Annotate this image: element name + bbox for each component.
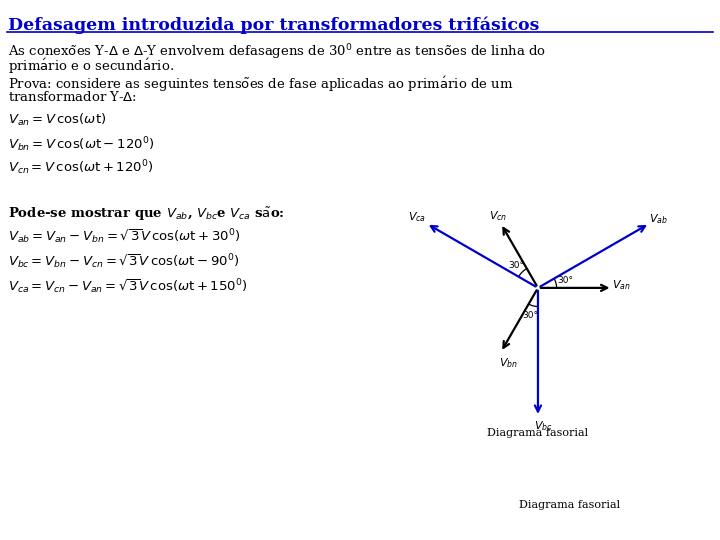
Text: $\mathit{V}_{ab}$: $\mathit{V}_{ab}$ bbox=[649, 212, 668, 226]
Text: prim$\'{\rm a}$rio e o secund$\'{\rm a}$rio.: prim$\'{\rm a}$rio e o secund$\'{\rm a}$… bbox=[8, 57, 174, 76]
Text: $\mathit{V}_{bn}$: $\mathit{V}_{bn}$ bbox=[499, 356, 518, 370]
Text: 30°: 30° bbox=[508, 261, 524, 270]
Text: $\mathit{V}_{an} = \mathit{V}\,\mathrm{cos}(\omega\mathrm{t})$: $\mathit{V}_{an} = \mathit{V}\,\mathrm{c… bbox=[8, 112, 107, 128]
Text: 30°: 30° bbox=[557, 276, 573, 285]
Text: $\mathit{V}_{ca} = \mathit{V}_{cn} - \mathit{V}_{an} = \sqrt{3}\mathit{V}\,\math: $\mathit{V}_{ca} = \mathit{V}_{cn} - \ma… bbox=[8, 278, 248, 296]
Text: 30°: 30° bbox=[523, 310, 539, 320]
Text: Defasagem introduzida por transformadores trifásicos: Defasagem introduzida por transformadore… bbox=[8, 16, 539, 33]
Text: $\mathit{V}_{bc}$: $\mathit{V}_{bc}$ bbox=[534, 420, 552, 434]
Text: $\mathit{V}_{cn}$: $\mathit{V}_{cn}$ bbox=[489, 209, 507, 223]
Text: $\mathit{V}_{ca}$: $\mathit{V}_{ca}$ bbox=[408, 211, 426, 224]
Text: $\mathit{V}_{bn} = \mathit{V}\,\mathrm{cos}(\omega\mathrm{t} - 120^0)$: $\mathit{V}_{bn} = \mathit{V}\,\mathrm{c… bbox=[8, 135, 154, 154]
Text: $\mathit{V}_{ab} = \mathit{V}_{an} - \mathit{V}_{bn} = \sqrt{3}\mathit{V}\,\math: $\mathit{V}_{ab} = \mathit{V}_{an} - \ma… bbox=[8, 228, 240, 246]
Text: $\mathit{V}_{an}$: $\mathit{V}_{an}$ bbox=[612, 278, 631, 292]
Text: transformador Y-$\Delta$:: transformador Y-$\Delta$: bbox=[8, 90, 137, 104]
Text: Diagrama fasorial: Diagrama fasorial bbox=[519, 500, 621, 510]
Text: $\mathit{V}_{cn} = \mathit{V}\,\mathrm{cos}(\omega\mathrm{t} + 120^0)$: $\mathit{V}_{cn} = \mathit{V}\,\mathrm{c… bbox=[8, 158, 153, 177]
Text: Pode-se mostrar que $\mathit{V}_{ab}$, $\mathit{V}_{bc}$e $\mathit{V}_{ca}$ s$\~: Pode-se mostrar que $\mathit{V}_{ab}$, $… bbox=[8, 205, 284, 222]
Text: As conex$\~{\rm o}$es Y-$\Delta$ e $\Delta$-Y envolvem defasagens de 30$^0$ entr: As conex$\~{\rm o}$es Y-$\Delta$ e $\Del… bbox=[8, 42, 546, 62]
Text: Diagrama fasorial: Diagrama fasorial bbox=[487, 428, 588, 438]
Text: Prova: considere as seguintes tens$\~{\rm o}$es de fase aplicadas ao prim$\'{\rm: Prova: considere as seguintes tens$\~{\r… bbox=[8, 75, 513, 94]
Text: $\mathit{V}_{bc} = \mathit{V}_{bn} - \mathit{V}_{cn} = \sqrt{3}\mathit{V}\,\math: $\mathit{V}_{bc} = \mathit{V}_{bn} - \ma… bbox=[8, 253, 240, 271]
